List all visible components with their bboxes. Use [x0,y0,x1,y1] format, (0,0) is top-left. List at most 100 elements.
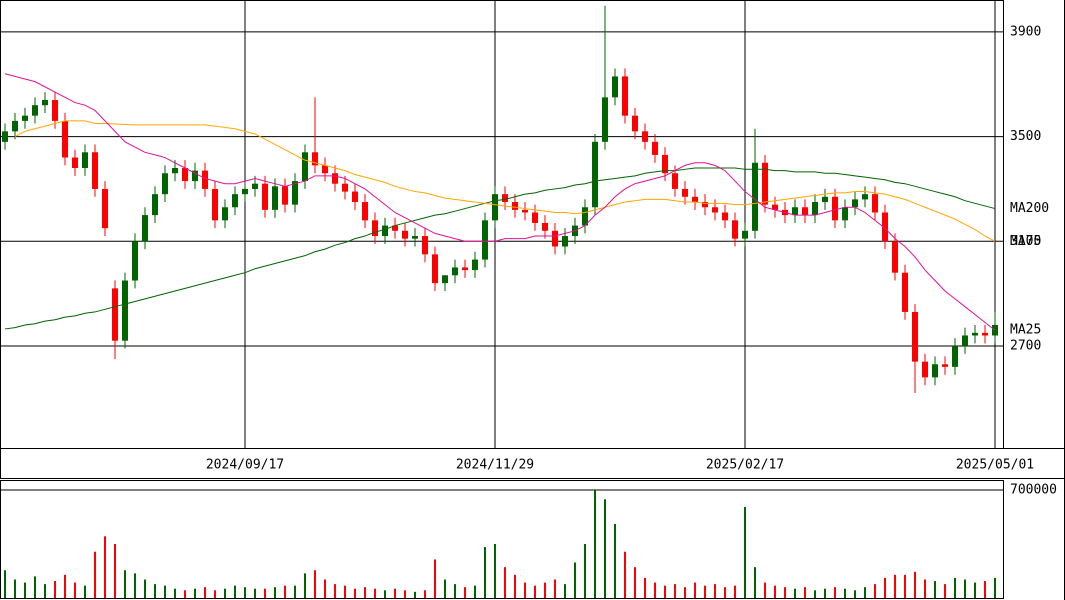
candle-body [532,212,538,223]
candle-body [122,280,128,341]
volume-bar [24,582,26,598]
volume-bar [944,584,946,598]
candle-body [32,105,38,116]
volume-bar [554,579,556,598]
candle-body [852,199,858,208]
candle-body [742,230,748,239]
candle-body [772,204,778,210]
volume-bar [224,588,226,598]
candle-body [442,275,448,284]
candle-body [242,188,248,195]
volume-bar [174,588,176,598]
volume-bar [304,573,306,598]
volume-bar [534,585,536,598]
volume-bar [984,581,986,598]
volume-bar [404,590,406,598]
volume-bar [464,587,466,598]
volume-bar [414,591,416,598]
volume-bar [314,570,316,598]
volume-bar [264,588,266,598]
x-tick-label: 2025/05/01 [956,458,1034,473]
volume-bar [834,587,836,598]
candle-body [152,194,158,216]
volume-bar [764,582,766,598]
ma-line [14,120,996,242]
volume-bar [894,574,896,598]
candle-body [632,115,638,132]
volume-bar [344,585,346,598]
candle-body [822,196,828,203]
candle-body [42,99,48,106]
candle-body [142,215,148,242]
volume-bar [64,574,66,598]
candle-body [612,76,618,98]
candle-body [642,131,648,142]
candle-body [692,196,698,203]
candle-body [792,207,798,216]
volume-bar [964,579,966,598]
candle-body [412,236,418,239]
candle-body [542,222,548,231]
volume-bar [214,590,216,598]
volume-bar [704,585,706,598]
candle-body [882,212,888,242]
candle-body [462,267,468,271]
candle-body [342,183,348,192]
y-tick-label: 2700 [1010,338,1041,353]
candle-body [962,335,968,346]
volume-bar [254,588,256,598]
volume-bar [564,584,566,598]
candle-body [252,183,258,189]
volume-bar [814,590,816,598]
candle-body [762,162,768,205]
legend-label: MA25 [1010,323,1041,338]
volume-bar [324,579,326,598]
candle-body [952,345,958,367]
volume-bar [714,584,716,598]
candle-body [862,194,868,200]
candle-body [582,207,588,226]
volume-bar [954,577,956,598]
volume-bar [614,523,616,598]
candle-body [562,236,568,247]
volume-bar [744,506,746,598]
candle-body [352,191,358,203]
y-tick-label: 3100 [1010,234,1041,249]
volume-bar [204,587,206,598]
volume-bar [164,585,166,598]
x-tick-label: 2024/11/29 [456,458,534,473]
volume-bar [884,577,886,598]
volume-bar [774,585,776,598]
volume-bar [14,579,16,598]
candle-body [872,194,878,213]
volume-bar [434,559,436,598]
volume-bar [34,576,36,598]
volume-bar [234,585,236,598]
candle-body [492,194,498,221]
candle-body [272,186,278,210]
volume-bar [94,551,96,598]
candle-body [262,183,268,210]
candle-body [602,97,608,142]
volume-bar [974,582,976,598]
candle-body [392,225,398,231]
volume-bar [904,574,906,598]
volume-bar [114,544,116,598]
candle-body [232,194,238,208]
volume-bar [624,551,626,598]
volume-bar [374,588,376,598]
volume-panel [0,480,1004,599]
x-tick-label: 2024/09/17 [206,458,284,473]
volume-bar [494,544,496,598]
candle-body [552,230,558,247]
legend-label: MA75 [1010,234,1041,249]
candle-body [432,254,438,284]
candle-body [282,186,288,205]
volume-bar [734,585,736,598]
volume-bar [864,587,866,598]
candle-body [972,332,978,336]
candle-body [812,202,818,216]
candle-body [312,152,318,166]
volume-bar [804,587,806,598]
